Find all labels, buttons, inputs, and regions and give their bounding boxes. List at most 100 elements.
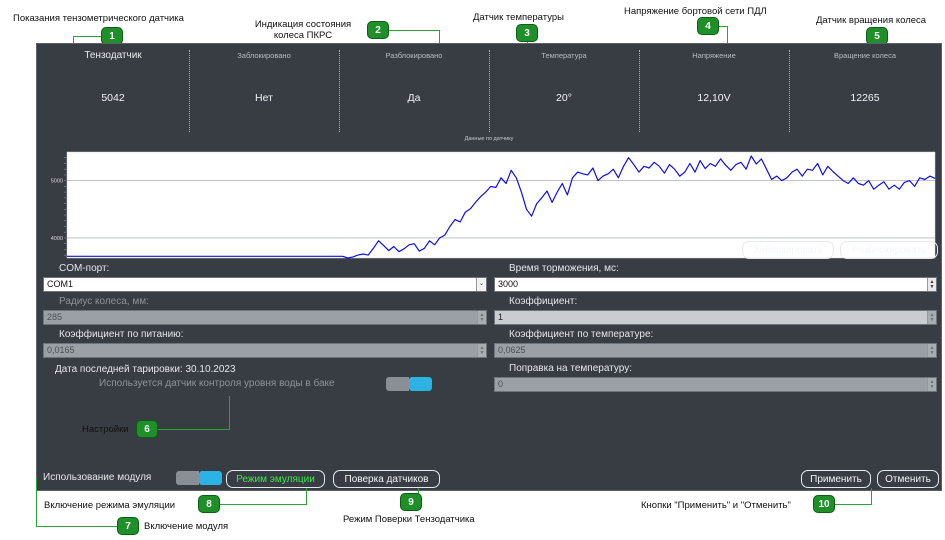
power-coef-label: Коэффициент по питанию: <box>59 329 184 340</box>
sensor-locked: Заблокировано Нет <box>189 44 339 136</box>
temp-coef-label: Коэффициент по температуре: <box>509 329 654 340</box>
annotation-10-leader <box>835 504 871 505</box>
temp-correction-value: 0 <box>498 379 504 389</box>
spinner-icon[interactable]: ▲ ▼ <box>927 344 936 357</box>
coefficient-value: 1 <box>498 312 504 322</box>
unlock-button[interactable]: Разблокировать <box>840 241 938 259</box>
spinner-icon[interactable]: ▲ ▼ <box>927 378 936 391</box>
brake-time-label: Время торможения, мс: <box>509 263 619 274</box>
emulation-mode-button[interactable]: Режим эмуляции <box>226 470 325 488</box>
sensor-chart: 5000 4000 <box>51 151 936 259</box>
annotation-4-text: Напряжение бортовой сети ПДЛ <box>624 6 767 17</box>
annotation-6-leader-h <box>157 429 230 430</box>
wheel-radius-input[interactable]: 285 ▲ ▼ <box>43 310 487 325</box>
water-sensor-label: Используется датчик контроля уровня воды… <box>99 378 335 389</box>
module-usage-label: Использование модуля <box>43 472 152 483</box>
cancel-button[interactable]: Отменить <box>877 470 939 488</box>
annotation-2-leader-v <box>439 30 440 44</box>
annotation-9-text: Режим Поверки Тензодатчика <box>343 514 475 525</box>
power-coef-input[interactable]: 0,0165 ▲ ▼ <box>43 343 487 358</box>
spinner-icon[interactable]: ▲ ▼ <box>477 311 486 324</box>
annotation-6-text: Настройки <box>82 424 129 435</box>
chevron-down-icon[interactable]: ⌄ <box>476 278 486 291</box>
chart-series-line <box>67 155 936 259</box>
chart-plot-area <box>66 151 936 259</box>
coefficient-label: Коэффициент: <box>509 296 578 307</box>
brake-time-input[interactable]: 3000 ▲ ▼ <box>494 277 937 292</box>
sensor-locked-header: Заблокировано <box>237 51 291 60</box>
sensor-locked-value: Нет <box>255 92 273 104</box>
lock-button[interactable]: Заблокировать <box>742 241 834 259</box>
sensor-voltage: Напряжение 12,10V <box>639 44 789 136</box>
temp-correction-label: Поправка на температуру: <box>509 363 632 374</box>
apply-button[interactable]: Применить <box>801 470 871 488</box>
sensor-rotation: Вращение колеса 12265 <box>789 44 941 136</box>
com-port-value: COM1 <box>47 279 74 289</box>
sensor-tenso-value: 5042 <box>101 92 125 104</box>
annotation-2-badge: 2 <box>367 21 389 39</box>
sensor-unlocked: Разблокировано Да <box>339 44 489 136</box>
sensor-temperature-value: 20° <box>556 92 572 104</box>
sensor-unlocked-header: Разблокировано <box>385 51 443 60</box>
sensor-rotation-header: Вращение колеса <box>833 51 897 60</box>
power-coef-value: 0,0165 <box>47 345 75 355</box>
sensor-separator <box>639 50 640 132</box>
annotation-4-badge: 4 <box>697 17 719 35</box>
wheel-radius-label: Радиус колеса, мм: <box>59 296 149 307</box>
annotation-6-leader <box>229 396 230 429</box>
sensor-unlocked-value: Да <box>407 92 421 104</box>
annotation-2-leader <box>389 30 439 31</box>
sensor-separator <box>489 50 490 132</box>
sensor-temperature: Температура 20° <box>489 44 639 136</box>
annotation-8-leader <box>220 504 306 505</box>
annotation-5-text: Датчик вращения колеса <box>816 15 927 26</box>
sensor-rotation-value: 12265 <box>850 92 880 104</box>
annotation-8-leader-v <box>306 488 307 505</box>
brake-time-value: 3000 <box>498 279 519 289</box>
chart-tick-label: 4000 <box>51 236 63 242</box>
sensor-tenso-header: Тензодатчик <box>84 50 142 61</box>
spinner-icon[interactable]: ▲ ▼ <box>927 278 936 291</box>
annotation-9-leader <box>418 488 419 494</box>
sensor-separator <box>189 50 190 132</box>
annotation-7-leader-v <box>36 478 37 526</box>
spinner-icon[interactable]: ▲ ▼ <box>477 344 486 357</box>
sensor-separator <box>339 50 340 132</box>
annotation-10-leader-v <box>871 488 872 505</box>
temp-coef-input[interactable]: 0,0625 ▲ ▼ <box>494 343 937 358</box>
sensor-temperature-header: Температура <box>541 51 587 60</box>
sensor-voltage-value: 12,10V <box>697 92 731 104</box>
chart-tick-label: 5000 <box>51 179 63 185</box>
calibration-date-label: Дата последней тарировки: 30.10.2023 <box>55 364 236 375</box>
com-port-label: COM-порт: <box>59 263 110 274</box>
sensor-voltage-header: Напряжение <box>692 51 736 60</box>
annotation-7-badge: 7 <box>117 517 139 535</box>
annotation-7-leader <box>36 526 117 527</box>
com-port-select[interactable]: COM1 ⌄ <box>43 277 487 292</box>
annotation-4-leader-v <box>727 26 728 44</box>
coefficient-input[interactable]: 1 ▲ ▼ <box>494 310 937 325</box>
annotation-1-leader <box>73 36 101 37</box>
module-toggle[interactable] <box>176 471 222 485</box>
wheel-radius-value: 285 <box>47 312 63 322</box>
annotation-4-leader <box>719 26 727 27</box>
sensor-tenso: Тензодатчик 5042 <box>37 44 189 136</box>
temp-coef-value: 0,0625 <box>498 345 526 355</box>
annotation-1-text: Показания тензометрического датчика <box>13 13 184 24</box>
annotation-2-text: Индикация состояния колеса ПКРС <box>254 19 352 41</box>
sensor-separator <box>789 50 790 132</box>
annotation-10-badge: 10 <box>813 495 835 513</box>
annotation-3-badge: 3 <box>516 24 538 42</box>
water-sensor-toggle[interactable] <box>386 377 432 391</box>
annotation-3-text: Датчик температуры <box>473 12 564 23</box>
temp-correction-input[interactable]: 0 ▲ ▼ <box>494 377 937 392</box>
annotation-8-badge: 8 <box>198 495 220 513</box>
annotation-9-badge: 9 <box>400 493 422 511</box>
chart-title: Данные по датчику <box>464 136 514 142</box>
spinner-icon[interactable]: ▲ ▼ <box>927 311 936 324</box>
verify-sensors-button[interactable]: Поверка датчиков <box>333 470 440 488</box>
annotation-6-badge: 6 <box>136 420 158 438</box>
annotation-10-text: Кнопки "Применить" и "Отменить" <box>641 500 791 511</box>
annotation-8-text: Включение режима эмуляции <box>44 500 176 511</box>
